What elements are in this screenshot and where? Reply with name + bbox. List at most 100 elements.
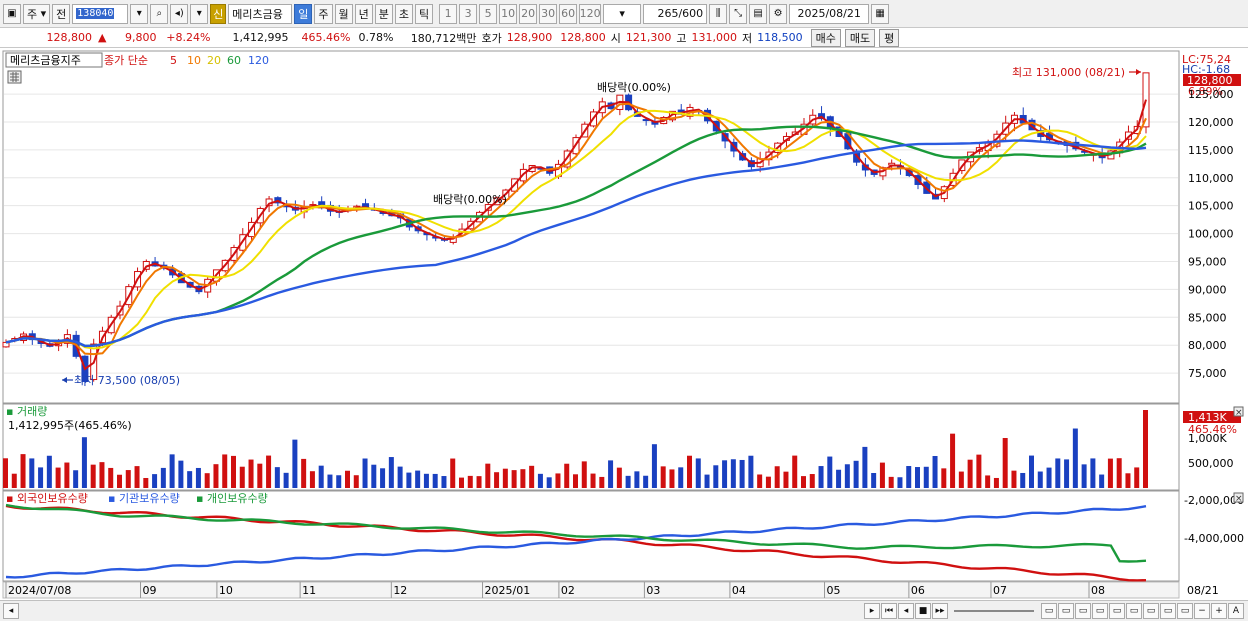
lc-label: LC:75,24	[1182, 53, 1231, 66]
zoom-in-icon[interactable]: +	[1211, 603, 1227, 619]
save-icon[interactable]: ▤	[749, 3, 768, 24]
price-tick-label: 75,000	[1188, 367, 1227, 380]
interval-dropdown[interactable]: ▾	[603, 3, 642, 24]
current-price-tag	[1183, 74, 1241, 86]
change-percent: +8.24%	[166, 31, 211, 44]
volume-title: 거래량	[17, 405, 47, 418]
volume-bar	[502, 468, 508, 488]
interval-30-button[interactable]: 30	[539, 3, 558, 24]
volume-bar	[187, 471, 193, 488]
institution-holding-legend: 기관보유수량	[119, 492, 180, 505]
period-second-button[interactable]: 초	[394, 3, 414, 24]
zoom-out-icon[interactable]: −	[1194, 603, 1210, 619]
period-day-button[interactable]: 일	[294, 3, 313, 24]
period-month-button[interactable]: 월	[334, 3, 353, 24]
volume-bar	[774, 466, 780, 488]
dividend-label-2: 배당락(0.00%)	[433, 193, 507, 206]
period-minute-button[interactable]: 분	[374, 3, 393, 24]
eval-button[interactable]: 평	[879, 28, 900, 47]
foreign-holding-line	[5, 504, 1147, 582]
holding-tick-4m: -4,000,000	[1184, 532, 1244, 545]
volume-bar	[336, 475, 342, 488]
font-icon[interactable]: A	[1228, 603, 1244, 619]
date-input[interactable]: 2025/08/21	[789, 3, 870, 24]
volume-bar	[748, 455, 754, 488]
low-price: 118,500	[757, 31, 803, 44]
layout-icon[interactable]: ▭	[1126, 603, 1142, 619]
draw-tools-icon[interactable]: ⤡	[729, 3, 748, 24]
volume-bar	[722, 460, 728, 488]
layout-icon[interactable]: ▭	[1143, 603, 1159, 619]
price-panel[interactable]	[2, 50, 1180, 404]
prev-icon[interactable]: ◂	[898, 603, 914, 619]
scroll-bar[interactable]: ◂ ▸ ⏮ ◂ ■ ▸▸ ▭ ▭ ▭ ▭ ▭ ▭ ▭ ▭ ▭ − + A	[0, 600, 1248, 621]
prev-button[interactable]: 전	[52, 3, 71, 24]
volume-bar	[625, 475, 631, 488]
x-axis-label: 10	[219, 584, 233, 597]
period-tick-button[interactable]: 틱	[415, 3, 434, 24]
volume-bar	[1046, 467, 1052, 488]
volume-bar	[564, 463, 570, 488]
volume-bar	[1116, 458, 1122, 488]
volume-bar	[1037, 471, 1043, 488]
scroll-left-icon[interactable]: ◂	[3, 603, 19, 619]
ma-10-label: 10	[187, 54, 201, 67]
search-icon[interactable]: ⌕	[150, 3, 169, 24]
quote-bar: 128,800 ▲ 9,800 +8.24% 1,412,995 465.46%…	[0, 28, 1248, 48]
stop-icon[interactable]: ■	[915, 603, 931, 619]
close-icon[interactable]	[1233, 492, 1244, 503]
scroll-right-icon[interactable]: ▸	[864, 603, 880, 619]
stock-name-field[interactable]: 메리츠금융	[228, 3, 293, 24]
buy-button[interactable]: 매수	[810, 28, 841, 47]
interval-120-button[interactable]: 120	[579, 3, 602, 24]
interval-60-button[interactable]: 60	[559, 3, 578, 24]
interval-3-button[interactable]: 3	[459, 3, 478, 24]
window-icon[interactable]: ▣	[3, 3, 21, 24]
count-input[interactable]: 265/600	[643, 3, 708, 24]
layout-icon[interactable]: ▭	[1160, 603, 1176, 619]
candle-type-icon[interactable]: ⫼	[709, 3, 728, 24]
layout-icon[interactable]: ▭	[1109, 603, 1125, 619]
interval-1-button[interactable]: 1	[439, 3, 458, 24]
interval-10-button[interactable]: 10	[499, 3, 518, 24]
stock-chart[interactable]: 메리츠금융지주 종가 단순 5 10 20 60 120 배당락(0.00%) …	[0, 49, 1248, 600]
next-icon[interactable]: ▸▸	[932, 603, 948, 619]
speaker-icon[interactable]: ◂)	[170, 3, 189, 24]
layout-icon[interactable]: ▭	[1177, 603, 1193, 619]
volume-bar	[1143, 410, 1148, 488]
first-page-icon[interactable]: ⏮	[881, 603, 897, 619]
volume-bar	[406, 472, 412, 488]
period-type-select[interactable]: 주 ▾	[23, 3, 51, 24]
ma-120-label: 120	[248, 54, 269, 67]
volume-bar	[345, 470, 350, 488]
volume-bar	[380, 468, 386, 488]
interval-20-button[interactable]: 20	[519, 3, 538, 24]
chevron-down-icon[interactable]: ▾	[130, 3, 149, 24]
zoom-slider[interactable]	[954, 610, 1034, 612]
layout-icon[interactable]: ▭	[1058, 603, 1074, 619]
volume-bar	[616, 467, 622, 488]
chart-toolbar: ▣ 주 ▾ 전 138040 ▾ ⌕ ◂) ▾ 신 메리츠금융 일 주 월 년 …	[0, 0, 1248, 28]
price-tick-label: 95,000	[1188, 255, 1227, 268]
volume-bar	[801, 476, 806, 488]
institution-square-icon: ▪	[108, 492, 115, 505]
credit-badge: 신	[210, 3, 227, 24]
interval-5-button[interactable]: 5	[479, 3, 498, 24]
sell-button[interactable]: 매도	[844, 28, 876, 47]
layout-icon[interactable]: ▭	[1041, 603, 1057, 619]
layout-icon[interactable]: ▭	[1092, 603, 1108, 619]
gear-icon[interactable]: ⚙	[769, 3, 788, 24]
calendar-icon[interactable]: ▦	[871, 3, 890, 24]
period-year-button[interactable]: 년	[354, 3, 373, 24]
layout-icon[interactable]: ▭	[1075, 603, 1091, 619]
volume-bar	[932, 456, 938, 488]
volume-bar	[608, 460, 614, 488]
volume-bar	[476, 476, 482, 488]
current-price: 128,800	[46, 31, 93, 44]
dividend-label-1: 배당락(0.00%)	[597, 81, 671, 94]
period-week-button[interactable]: 주	[314, 3, 333, 24]
close-icon[interactable]	[1233, 406, 1244, 417]
chevron-down-icon[interactable]: ▾	[190, 3, 209, 24]
volume-bar	[11, 473, 17, 488]
stock-code-input[interactable]: 138040	[72, 3, 129, 24]
